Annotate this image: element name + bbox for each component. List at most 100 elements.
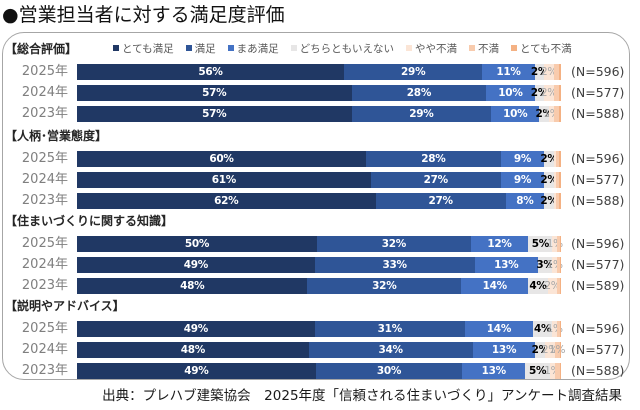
row-year-label: 2023年 — [21, 106, 68, 121]
section-title: 【住まいづくりに関する知識】 — [5, 214, 174, 228]
data-label: 31% — [377, 323, 403, 335]
bar-segment — [556, 172, 559, 188]
bar-row: 2023年 49% 30% 13% 5% 1% (N=588) — [0, 363, 640, 379]
data-label: 13% — [481, 365, 507, 377]
data-label: 12% — [487, 238, 512, 250]
data-label: 2% — [535, 108, 554, 120]
bar-segment — [557, 236, 560, 252]
chart-section: 【人柄･営業態度】 2025年 60% 28% 9% 2% (N=596) 2024年 61% 2… — [0, 127, 640, 217]
data-label: 10% — [498, 87, 523, 99]
data-label: 60% — [209, 153, 234, 165]
bar-segment — [539, 106, 549, 122]
data-label: 3% — [536, 259, 554, 271]
data-label: 50% — [184, 238, 210, 250]
bar-segment — [472, 342, 536, 358]
bar-segment — [77, 106, 352, 122]
bar-segment — [528, 278, 548, 294]
bar-segment — [556, 151, 559, 167]
data-label: 8% — [516, 195, 534, 207]
bar-segment — [77, 236, 318, 252]
bar-row: 2025年 60% 28% 9% 2% (N=596) — [0, 151, 640, 167]
data-label: 62% — [214, 195, 239, 207]
sample-size-label: (N=596) — [571, 151, 625, 166]
legend-square-icon — [227, 45, 234, 51]
bar-segment — [314, 257, 475, 273]
data-label: 2% — [530, 66, 549, 78]
bar-segment — [535, 342, 546, 358]
data-label: 2% — [540, 153, 558, 165]
bar-segment — [558, 151, 561, 167]
stacked-bar: 61% 27% 9% 2% — [77, 172, 561, 188]
data-label: 11% — [496, 66, 521, 78]
bar-segment — [486, 85, 535, 101]
row-year-label: 2023年 — [21, 278, 68, 293]
data-label: 2% — [540, 174, 558, 186]
bar-segment — [500, 172, 545, 188]
data-label: 5% — [528, 365, 547, 377]
data-label: 13% — [491, 344, 517, 356]
bar-segment — [553, 64, 559, 80]
stacked-bar: 48% 34% 13% 2% 2% 1% — [77, 342, 565, 358]
data-label: 30% — [376, 365, 402, 377]
bar-segment — [548, 106, 554, 122]
legend-square-icon — [113, 45, 119, 51]
stacked-bar: 57% 28% 10% 2% 2% — [77, 85, 561, 101]
data-label: 4% — [533, 323, 552, 335]
bar-segment — [77, 85, 352, 101]
sample-size-label: (N=577) — [571, 257, 625, 272]
bar-segment — [553, 193, 557, 209]
row-year-label: 2025年 — [21, 236, 68, 251]
row-year-label: 2023年 — [21, 193, 68, 208]
bar-segment — [558, 64, 561, 80]
bar-segment — [77, 342, 309, 358]
data-label: 49% — [184, 365, 209, 377]
legend-label: 満足 — [194, 42, 216, 55]
legend-label: やや不満 — [414, 42, 457, 55]
data-label: 5% — [531, 238, 550, 250]
source-footer: 出典：プレハブ建築協会 2025年度「信頼される住まいづくり」アンケート調査結果 — [102, 388, 622, 404]
bar-segment — [552, 321, 558, 337]
row-year-label: 2023年 — [21, 363, 68, 378]
bar-segment — [558, 106, 561, 122]
legend-square-icon — [405, 45, 412, 51]
bar-row: 2025年 50% 32% 12% 5% 1% (N=596) — [0, 236, 640, 252]
bar-segment — [559, 363, 561, 379]
bar-segment — [464, 321, 533, 337]
data-label: 27% — [428, 195, 453, 207]
bar-segment — [544, 64, 554, 80]
legend-item: とても満足 — [113, 41, 174, 56]
legend-square-icon — [510, 45, 517, 51]
bar-segment — [525, 363, 550, 379]
chart-section: 【説明やアドバイス】 2025年 49% 31% 14% 4% 1% (N=596) 2024年… — [0, 297, 640, 387]
stacked-bar: 56% 29% 11% 2% 2% — [77, 64, 561, 80]
bar-segment — [375, 193, 506, 209]
data-label: 32% — [372, 280, 397, 292]
section-title: 【説明やアドバイス】 — [5, 299, 125, 313]
bar-segment — [474, 257, 538, 273]
legend-item: とても不満 — [510, 41, 572, 56]
bar-segment — [559, 342, 561, 358]
bar-row: 2023年 62% 27% 8% 2% (N=588) — [0, 193, 640, 209]
bar-segment — [528, 236, 553, 252]
legend-label: まあ満足 — [236, 42, 279, 55]
data-label: 2% — [530, 87, 549, 99]
bar-segment — [558, 172, 561, 188]
bar-segment — [77, 151, 366, 167]
bar-segment — [461, 278, 529, 294]
data-label: 61% — [211, 174, 237, 186]
bar-segment — [307, 278, 462, 294]
bar-segment — [315, 363, 463, 379]
bar-segment — [77, 278, 308, 294]
bar-segment — [557, 321, 560, 337]
bar-segment — [314, 321, 465, 337]
data-label: 57% — [202, 108, 227, 120]
legend-label: とても不満 — [519, 42, 572, 55]
stacked-bar: 50% 32% 12% 5% 1% — [77, 236, 563, 252]
row-year-label: 2025年 — [21, 151, 68, 166]
bar-row: 2025年 49% 31% 14% 4% 1% (N=596) — [0, 321, 640, 337]
data-label: 56% — [198, 66, 223, 78]
sample-size-label: (N=596) — [571, 236, 625, 251]
stacked-bar: 62% 27% 8% 2% — [77, 193, 561, 209]
bar-segment — [553, 151, 557, 167]
